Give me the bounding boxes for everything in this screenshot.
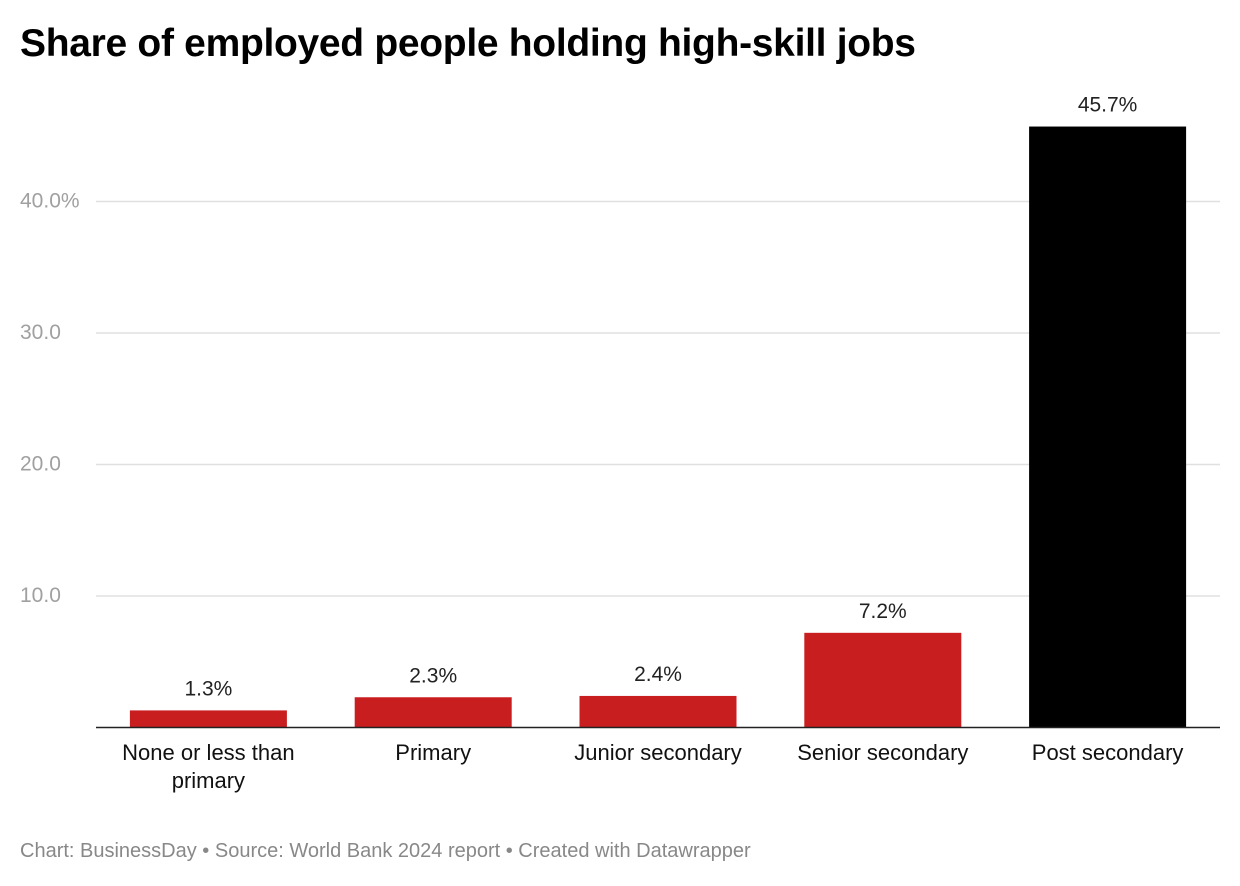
x-tick-label: Primary (395, 740, 471, 765)
chart-footer: Chart: BusinessDay • Source: World Bank … (20, 840, 751, 862)
bar-value-label: 1.3% (184, 677, 232, 700)
bar (354, 697, 512, 728)
bar-chart: 10.020.030.040.0% 1.3%2.3% 2.4%7.2%45.7% … (20, 94, 1220, 793)
bar-value-label: 7.2% (859, 600, 907, 623)
x-tick-label: Junior secondary (574, 740, 742, 765)
category-labels: None or less than primary Primary Junior se… (122, 740, 1183, 793)
bar (1029, 126, 1187, 728)
y-tick-label: 10.0 (20, 584, 61, 607)
bar-value-label: 45.7% (1078, 94, 1138, 117)
bar (804, 632, 962, 728)
bar (129, 710, 287, 728)
x-tick-label: Senior secondary (797, 740, 968, 765)
x-tick-label: None or less than (122, 740, 294, 765)
bar-value-label: 2.4% (634, 663, 682, 686)
value-labels: 1.3% 2.3% 2.4% 7.2% 45.7% (184, 94, 1137, 701)
y-tick-label: 20.0 (20, 453, 61, 476)
y-tick-label: 40.0% (20, 190, 80, 213)
x-tick-label: primary (172, 768, 245, 793)
bar-value-label: 2.3% (409, 664, 457, 687)
bar (579, 695, 737, 728)
x-tick-label: Post secondary (1032, 740, 1184, 765)
bars (129, 126, 1187, 728)
chart-title: Share of employed people holding high-sk… (20, 22, 916, 65)
y-tick-label: 30.0 (20, 321, 61, 344)
gridlines: 10.0 20.0 30.0 40.0% (20, 190, 1220, 607)
